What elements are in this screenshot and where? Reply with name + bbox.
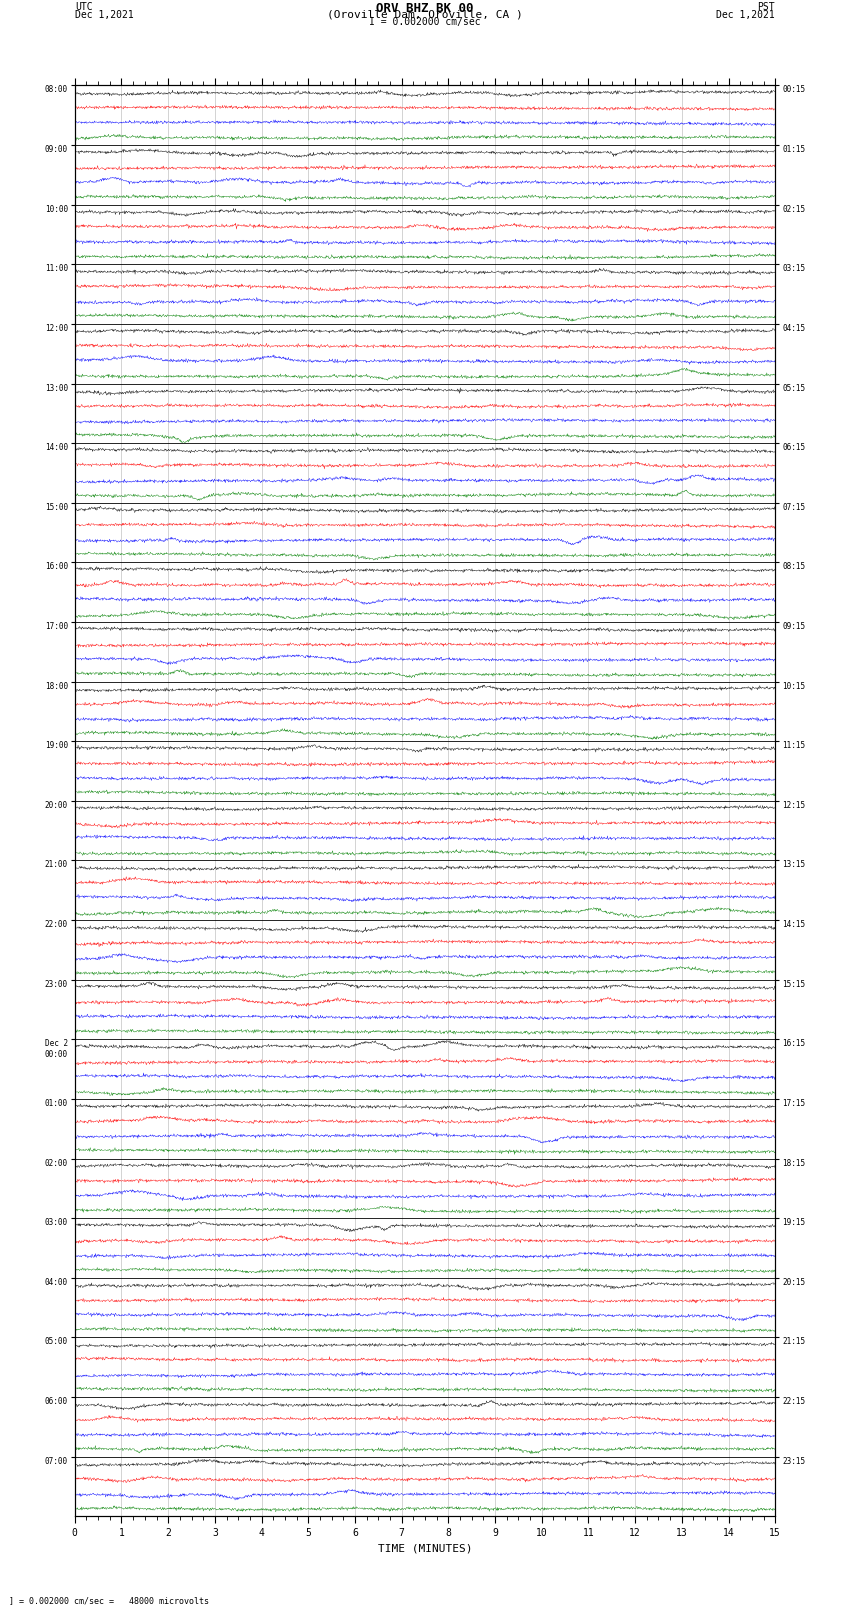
Text: (Oroville Dam, Oroville, CA ): (Oroville Dam, Oroville, CA ) [327,10,523,19]
X-axis label: TIME (MINUTES): TIME (MINUTES) [377,1544,473,1553]
Text: ] = 0.002000 cm/sec =   48000 microvolts: ] = 0.002000 cm/sec = 48000 microvolts [4,1595,209,1605]
Text: Dec 1,2021: Dec 1,2021 [717,10,775,19]
Text: Dec 1,2021: Dec 1,2021 [75,10,133,19]
Text: PST: PST [757,3,775,13]
Text: UTC: UTC [75,3,93,13]
Text: ORV BHZ BK 00: ORV BHZ BK 00 [377,3,473,16]
Text: I = 0.002000 cm/sec: I = 0.002000 cm/sec [369,18,481,27]
